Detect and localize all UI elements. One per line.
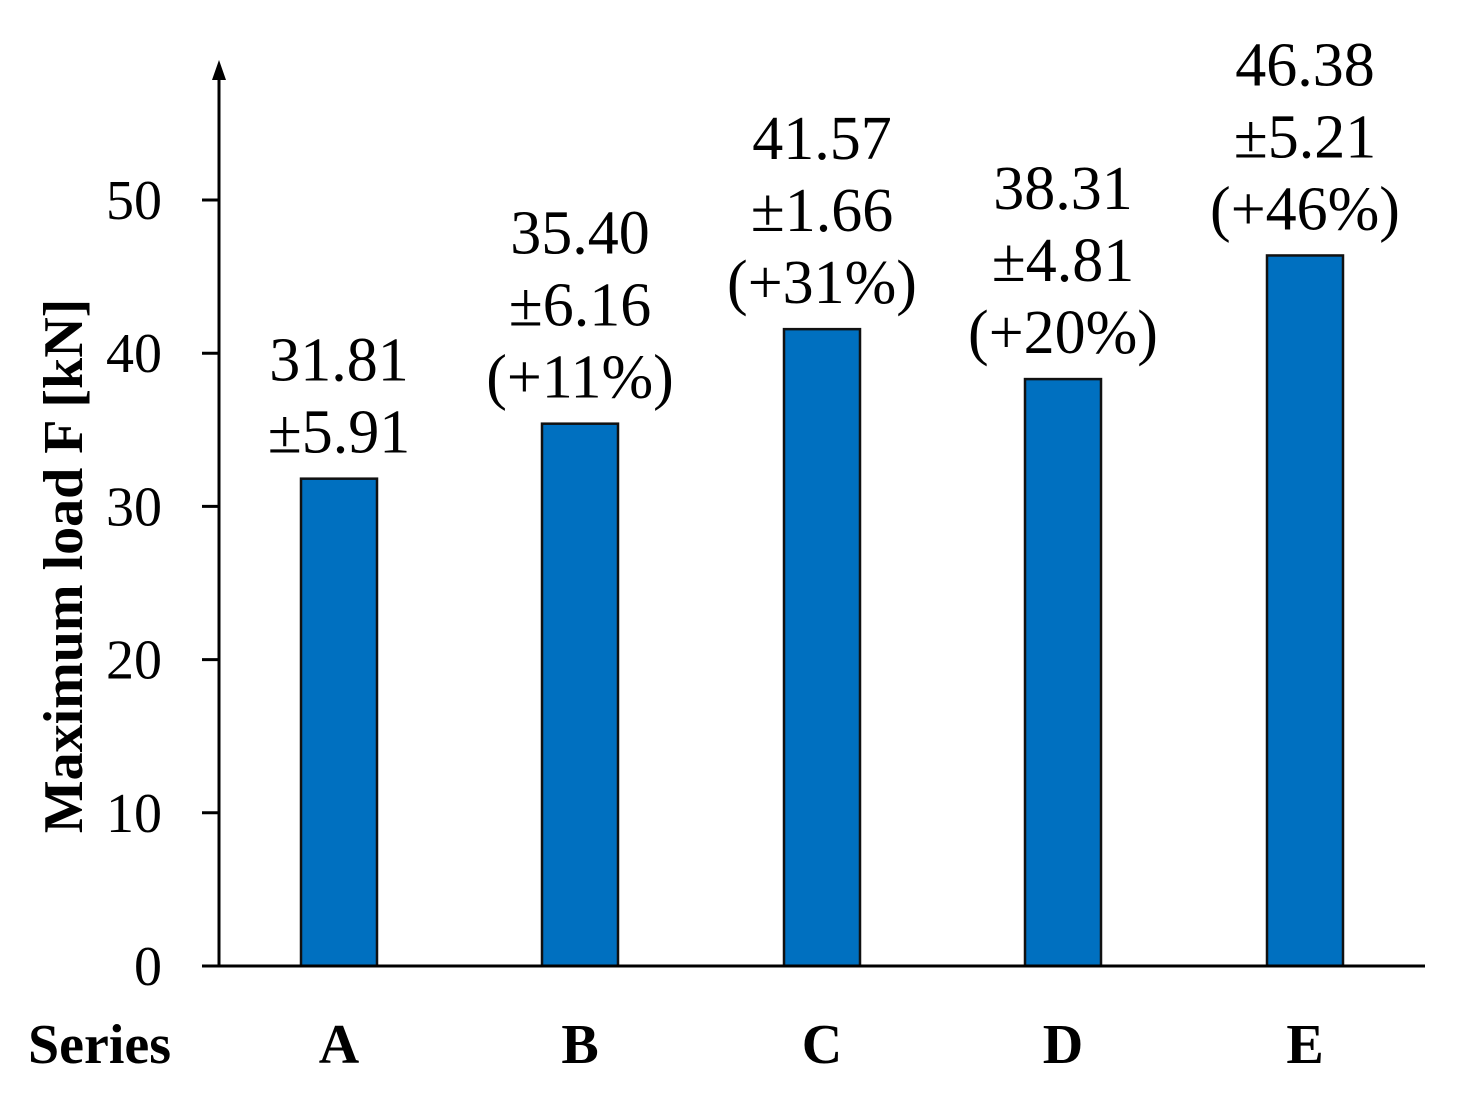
x-tick-label: E bbox=[1286, 1014, 1323, 1076]
bar-a bbox=[299, 477, 379, 968]
bar-b bbox=[540, 422, 620, 968]
data-label-value: 38.31 bbox=[993, 155, 1133, 223]
data-label-change: (+20%) bbox=[968, 299, 1158, 367]
data-label-value: 35.40 bbox=[510, 200, 650, 268]
y-tick-label: 30 bbox=[106, 476, 162, 538]
data-label-std: ±5.91 bbox=[268, 399, 411, 467]
data-label-std: ±5.21 bbox=[1234, 103, 1377, 171]
y-tick-label: 0 bbox=[134, 936, 162, 998]
bar-d bbox=[1023, 377, 1103, 968]
y-axis-label: Maximum load F [kN] bbox=[33, 299, 95, 834]
data-label-value: 41.57 bbox=[752, 105, 892, 173]
bar-e bbox=[1265, 254, 1345, 968]
data-label-change: (+11%) bbox=[486, 344, 674, 412]
y-tick-label: 50 bbox=[106, 170, 162, 232]
y-axis-ticks: 0 10 20 30 40 50 bbox=[106, 170, 219, 998]
x-axis-label: Series bbox=[28, 1014, 171, 1076]
data-label-std: ±1.66 bbox=[751, 177, 894, 245]
x-tick-label: A bbox=[319, 1014, 360, 1076]
data-label-value: 31.81 bbox=[269, 327, 409, 395]
bar-c bbox=[782, 327, 862, 968]
y-tick-label: 10 bbox=[106, 783, 162, 845]
x-tick-label: C bbox=[802, 1014, 842, 1076]
category-labels: A B C D E bbox=[319, 1014, 1324, 1076]
data-labels: 31.81±5.91 35.40±6.16(+11%) 41.57±1.66(+31… bbox=[268, 31, 1400, 466]
data-label-std: ±4.81 bbox=[992, 227, 1135, 295]
y-axis-arrow-icon bbox=[212, 60, 226, 80]
y-tick-label: 20 bbox=[106, 630, 162, 692]
bars bbox=[299, 254, 1345, 968]
data-label-change: (+31%) bbox=[727, 249, 917, 317]
y-tick-label: 40 bbox=[106, 323, 162, 385]
data-label-value: 46.38 bbox=[1235, 31, 1375, 99]
x-tick-label: B bbox=[561, 1014, 598, 1076]
data-label-std: ±6.16 bbox=[509, 272, 652, 340]
x-tick-label: D bbox=[1043, 1014, 1083, 1076]
data-label-change: (+46%) bbox=[1210, 175, 1400, 243]
